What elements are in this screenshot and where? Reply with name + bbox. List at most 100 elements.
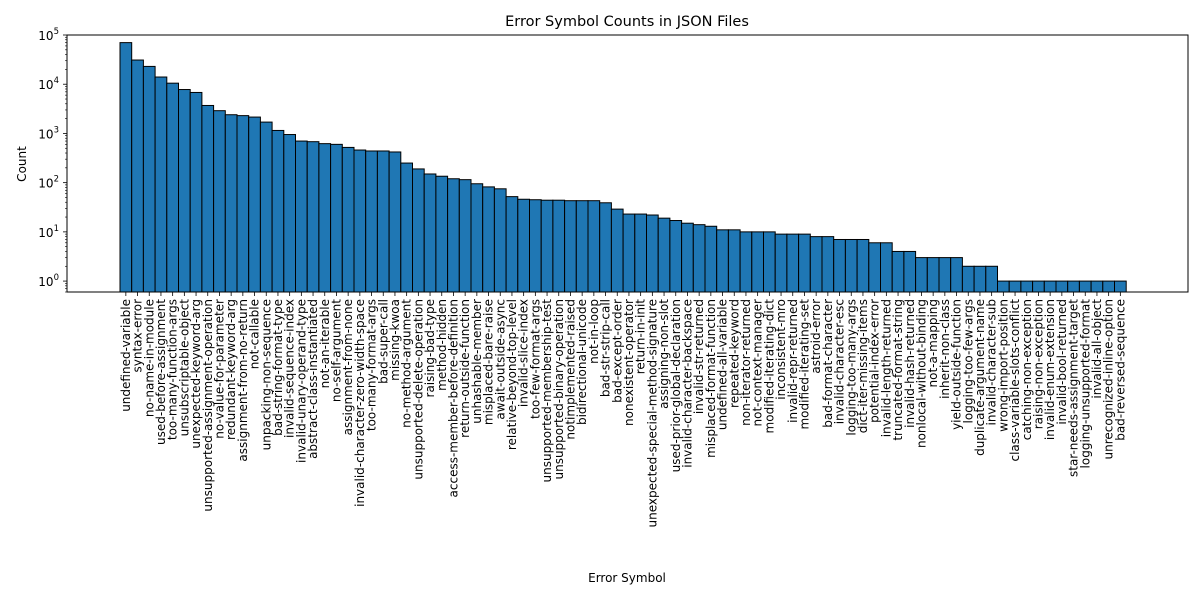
x-tick-label: not-in-loop: [587, 299, 601, 364]
x-tick-label: invalid-unary-operand-type: [294, 299, 308, 463]
x-tick-label: return-in-init: [634, 299, 648, 375]
bar-not-a-mapping: [926, 257, 940, 293]
bar-bad-format-character: [821, 236, 835, 293]
x-tick-label: wrong-import-position: [996, 299, 1010, 432]
x-tick-label: logging-unsupported-format: [1078, 299, 1092, 469]
bar-logging-too-few-args: [961, 265, 975, 293]
bar-catching-non-exception: [1020, 280, 1034, 293]
x-tick-label: nonlocal-without-binding: [914, 299, 928, 448]
bar-not-an-iterable: [318, 143, 332, 293]
x-tick-label: used-before-assignment: [154, 299, 168, 445]
bar-invalid-str-returned: [692, 224, 706, 293]
bar-unsubscriptable-object: [178, 89, 191, 293]
x-tick-label: invalid-hash-returned: [903, 299, 917, 428]
bar-syntax-error: [131, 59, 144, 293]
x-tick-label: method-hidden: [435, 299, 449, 391]
y-ticks-group: 100 101 102 103 104 105: [38, 27, 67, 293]
bar-modified-iterating-set: [798, 233, 811, 293]
bar-unsupported-membership-test: [540, 199, 554, 293]
x-tick-label: repeated-keyword: [727, 299, 741, 408]
bar-bad-super-call: [376, 150, 390, 293]
bar-unsupported-binary-operation: [552, 199, 566, 293]
bar-no-self-argument: [330, 143, 343, 293]
x-tick-label: bad-string-format-type: [271, 299, 285, 436]
bar-not-callable: [248, 116, 261, 293]
y-tick-label: 100: [38, 273, 59, 289]
x-tick-label: used-prior-global-declaration: [669, 299, 683, 472]
bar-not-context-manager: [751, 231, 764, 293]
bar-unsupported-assignment-operation: [201, 104, 215, 293]
x-tick-label: return-outside-function: [458, 299, 472, 438]
bar-invalid-all-object: [1090, 280, 1104, 293]
bar-undefined-variable: [119, 42, 133, 293]
x-tick-label: raising-bad-type: [423, 299, 437, 397]
x-tick-label: unsupported-membership-test: [540, 299, 554, 483]
x-tick-label: invalid-enum-extension: [1043, 299, 1057, 440]
y-tick-label: 105: [38, 27, 59, 43]
x-tick-label: unsupported-binary-operation: [552, 299, 566, 480]
x-tick-label: catching-non-exception: [1020, 299, 1034, 440]
x-tick-label: class-variable-slots-conflict: [1008, 299, 1022, 462]
bar-assigning-non-slot: [657, 217, 671, 293]
x-tick-label: duplicate-argument-name: [973, 299, 987, 456]
y-tick-label: 101: [38, 224, 59, 240]
x-tick-label: yield-outside-function: [950, 299, 964, 430]
bar-invalid-sequence-index: [283, 134, 296, 293]
x-tick-label: inconsistent-mro: [774, 299, 788, 400]
x-tick-label: too-many-function-args: [166, 299, 180, 440]
y-tick-label: 102: [38, 175, 59, 191]
x-tick-label: not-an-iterable: [318, 299, 332, 388]
bar-potential-index-error: [868, 242, 881, 293]
x-tick-label: invalid-character-esc: [833, 299, 847, 424]
bar-unpacking-non-sequence: [259, 121, 273, 293]
bar-redundant-keyword-arg: [224, 114, 238, 293]
x-tick-label: invalid-all-object: [1090, 299, 1104, 399]
bar-invalid-character-zero-width-space: [353, 149, 367, 293]
bar-truncated-format-string: [891, 250, 905, 293]
bar-bad-except-order: [610, 208, 624, 293]
bar-assignment-from-no-return: [236, 115, 250, 293]
bar-invalid-character-esc: [833, 238, 846, 293]
bar-unexpected-keyword-arg: [189, 91, 203, 293]
bar-return-outside-function: [458, 179, 472, 293]
x-tick-label: inherit-non-class: [938, 299, 952, 399]
bar-logging-too-many-args: [844, 238, 858, 293]
bar-bad-string-format-type: [271, 129, 285, 293]
bar-raising-non-exception: [1032, 280, 1045, 293]
x-tick-label: modified-iterating-dict: [762, 299, 776, 434]
bar-duplicate-argument-name: [973, 265, 987, 293]
y-tick-label: 103: [38, 125, 59, 141]
x-tick-label: unhashable-member: [470, 299, 484, 424]
bar-modified-iterating-dict: [763, 231, 776, 293]
x-tick-label: potential-index-error: [868, 299, 882, 423]
x-tick-label: invalid-str-returned: [692, 299, 706, 414]
x-tick-label: not-context-manager: [751, 299, 765, 427]
bar-invalid-unary-operand-type: [295, 140, 308, 293]
bar-logging-unsupported-format: [1078, 280, 1092, 293]
bar-star-needs-assignment-target: [1067, 280, 1080, 293]
bar-await-outside-async: [493, 188, 507, 293]
x-tick-label: missing-kwoa: [388, 299, 402, 381]
bar-yield-outside-function: [950, 257, 963, 293]
bar-repeated-keyword: [727, 229, 741, 293]
bar-used-before-assignment: [154, 76, 168, 293]
x-tick-label: bad-reversed-sequence: [1113, 299, 1127, 441]
x-tick-label: notimplemented-raised: [563, 299, 577, 440]
bar-dict-iter-missing-items: [856, 238, 870, 293]
x-tick-label: no-name-in-module: [142, 299, 156, 417]
x-ticks-group: undefined-variablesyntax-errorno-name-in…: [119, 292, 1127, 528]
x-tick-label: invalid-character-zero-width-space: [353, 299, 367, 507]
bar-bad-str-strip-call: [599, 202, 612, 293]
bar-invalid-hash-returned: [903, 250, 917, 293]
x-tick-label: invalid-character-sub: [985, 299, 999, 426]
x-tick-label: assigning-non-slot: [657, 299, 671, 409]
bar-raising-bad-type: [423, 173, 437, 293]
x-tick-label: modified-iterating-set: [797, 299, 811, 430]
x-tick-label: invalid-repr-returned: [786, 299, 800, 423]
x-tick-label: access-member-before-definition: [446, 299, 460, 497]
x-tick-label: undefined-variable: [119, 299, 133, 412]
x-tick-label: invalid-character-backspace: [680, 299, 694, 468]
bar-invalid-length-returned: [880, 242, 893, 293]
bar-not-in-loop: [587, 200, 601, 293]
bar-invalid-slice-index: [517, 198, 530, 293]
